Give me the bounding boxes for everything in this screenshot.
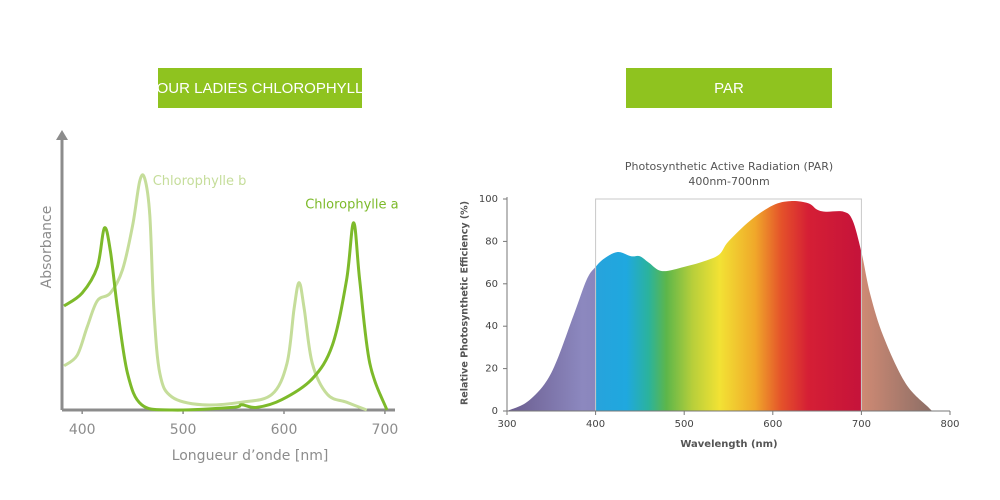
y-tick-label: 100 (479, 194, 498, 205)
y-tick-label: 60 (485, 279, 498, 290)
axis-arrow (56, 130, 68, 140)
title-button[interactable] (626, 68, 832, 108)
subtitle: Photosynthetic Active Radiation (PAR) (625, 160, 833, 173)
y-axis-label: Absorbance (39, 206, 55, 289)
x-tick-label: 800 (940, 419, 959, 430)
y-tick-label: 80 (485, 236, 498, 247)
chart-title: OUR LADIES CHLOROPHYLL (157, 80, 364, 97)
x-axis-label: Longueur d’onde [nm] (172, 448, 329, 464)
area (507, 201, 933, 411)
x-tick-label: 700 (372, 422, 399, 438)
series-label: Chlorophylle b (153, 174, 247, 189)
x-tick-label: 400 (69, 422, 96, 438)
x-tick-label: 400 (586, 419, 605, 430)
y-tick-label: 0 (492, 406, 498, 417)
subtitle: 400nm-700nm (688, 175, 769, 188)
chart-title: PAR (714, 80, 744, 97)
y-tick-label: 20 (485, 364, 498, 375)
y-tick-label: 40 (485, 321, 498, 332)
x-tick-label: 600 (763, 419, 782, 430)
x-tick-label: 500 (170, 422, 197, 438)
x-tick-label: 300 (497, 419, 516, 430)
y-axis-label: Relative Photosynthetic Efficiency (%) (460, 201, 471, 405)
series-line (63, 173, 368, 412)
title-button[interactable] (158, 68, 362, 108)
series-line (63, 221, 389, 412)
series-label: Chlorophylle a (305, 197, 398, 212)
x-tick-label: 500 (675, 419, 694, 430)
x-tick-label: 600 (271, 422, 298, 438)
x-axis-label: Wavelength (nm) (680, 439, 777, 450)
x-tick-label: 700 (852, 419, 871, 430)
